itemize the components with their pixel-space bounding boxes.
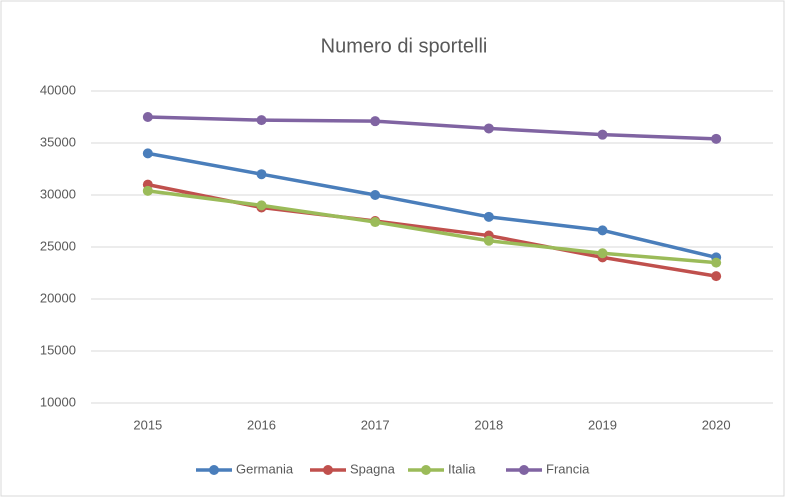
data-point (711, 257, 722, 268)
data-point (142, 148, 153, 159)
legend-label: Francia (546, 461, 590, 476)
chart-title: Numero di sportelli (321, 35, 488, 57)
x-tick-label: 2020 (702, 417, 731, 432)
legend-marker (323, 465, 333, 475)
data-point (370, 116, 381, 127)
series-line (147, 189, 717, 265)
x-tick-label: 2017 (361, 417, 390, 432)
data-point (256, 200, 267, 211)
legend-marker (519, 465, 529, 475)
data-point (256, 115, 267, 126)
data-point (483, 123, 494, 134)
data-point (256, 169, 267, 180)
data-point (142, 112, 153, 122)
data-point (597, 129, 608, 140)
legend-label: Italia (448, 461, 476, 476)
data-point (483, 235, 494, 246)
legend-label: Spagna (350, 461, 396, 476)
data-point (142, 185, 153, 196)
data-point (597, 248, 608, 259)
legend-marker (421, 465, 431, 475)
x-tick-label: 2016 (247, 417, 276, 432)
data-point (711, 271, 722, 282)
y-tick-label: 30000 (40, 186, 76, 201)
series-line (147, 115, 717, 141)
x-tick-label: 2019 (588, 417, 617, 432)
legend-label: Germania (236, 461, 294, 476)
y-tick-label: 10000 (40, 394, 76, 409)
data-point (597, 225, 608, 236)
y-tick-label: 15000 (40, 342, 76, 357)
data-point (370, 217, 381, 228)
y-tick-label: 20000 (40, 290, 76, 305)
data-point (711, 133, 722, 144)
legend-marker (209, 465, 219, 475)
x-tick-label: 2015 (133, 417, 162, 432)
y-tick-label: 25000 (40, 238, 76, 253)
y-tick-label: 40000 (40, 82, 76, 97)
series-line (147, 151, 717, 260)
x-tick-label: 2018 (474, 417, 503, 432)
data-point (370, 190, 381, 200)
data-point (483, 211, 494, 222)
y-tick-label: 35000 (40, 134, 76, 149)
